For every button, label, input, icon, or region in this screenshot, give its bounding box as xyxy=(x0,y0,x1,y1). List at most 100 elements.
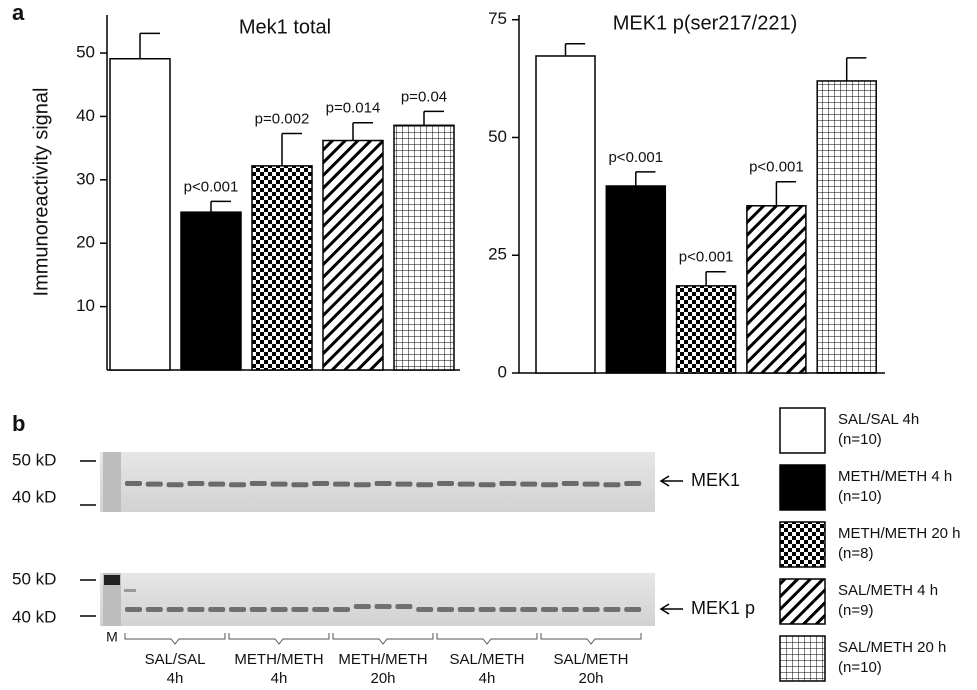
group-bracket xyxy=(125,633,225,644)
group-bracket xyxy=(437,633,537,644)
western-blot: 50 kD 40 kD 50 kD 40 kD M MEK1 MEK1 p SA… xyxy=(12,450,755,686)
legend-count: (n=9) xyxy=(838,602,873,619)
band xyxy=(271,607,288,612)
p-value: p=0.04 xyxy=(401,88,447,105)
marker-lane-label: M xyxy=(106,629,118,645)
y-tick-label: 0 xyxy=(498,362,507,381)
y-tick-label: 25 xyxy=(488,245,507,264)
group-label: 20h xyxy=(578,670,603,687)
band xyxy=(499,481,516,486)
legend-label: SAL/SAL 4h xyxy=(838,411,919,428)
marker-lane xyxy=(103,452,121,512)
legend-swatch xyxy=(780,636,825,681)
group-label: SAL/METH xyxy=(449,651,524,668)
band xyxy=(229,482,246,487)
band xyxy=(458,607,475,612)
bar xyxy=(252,166,312,370)
band xyxy=(333,607,350,612)
band xyxy=(583,607,600,612)
band xyxy=(520,482,537,487)
band xyxy=(271,482,288,487)
band xyxy=(312,481,329,486)
group-label: 4h xyxy=(271,670,288,687)
band xyxy=(146,607,163,612)
band xyxy=(187,481,204,486)
bar xyxy=(394,125,454,370)
legend-swatch xyxy=(780,579,825,624)
band xyxy=(603,482,620,487)
band xyxy=(583,482,600,487)
band xyxy=(499,607,516,612)
legend-label: SAL/METH 4 h xyxy=(838,582,938,599)
panel-label: b xyxy=(12,411,25,436)
y-tick-label: 50 xyxy=(76,43,95,62)
legend-label: METH/METH 20 h xyxy=(838,525,961,542)
band xyxy=(395,604,412,609)
y-tick-label: 20 xyxy=(76,233,95,252)
band xyxy=(437,481,454,486)
band xyxy=(250,481,267,486)
band xyxy=(146,482,163,487)
marker-label: 50 kD xyxy=(12,569,56,588)
band-label: MEK1 xyxy=(691,470,740,490)
p-value: p<0.001 xyxy=(749,159,804,176)
band xyxy=(167,482,184,487)
band xyxy=(416,482,433,487)
y-tick-label: 75 xyxy=(488,9,507,28)
legend-count: (n=8) xyxy=(838,545,873,562)
band xyxy=(624,481,641,486)
figure: a b 50 kD 40 kD 50 kD 40 kD M MEK1 MEK1 … xyxy=(0,0,977,690)
y-axis-label: Immunoreactivity signal xyxy=(30,88,52,297)
band xyxy=(479,482,496,487)
legend-count: (n=10) xyxy=(838,488,882,505)
bar xyxy=(677,286,736,373)
panel-label: a xyxy=(12,0,25,25)
bar xyxy=(110,59,170,370)
marker-label: 40 kD xyxy=(12,607,56,626)
group-label: METH/METH xyxy=(338,651,427,668)
bar xyxy=(323,141,383,370)
chart-title: Mek1 total xyxy=(239,16,331,38)
band xyxy=(208,607,225,612)
group-bracket xyxy=(333,633,433,644)
p-value: p=0.002 xyxy=(255,111,310,128)
band xyxy=(291,607,308,612)
group-bracket xyxy=(229,633,329,644)
y-tick-label: 40 xyxy=(76,106,95,125)
blot-strip xyxy=(100,573,655,626)
band xyxy=(437,607,454,612)
band xyxy=(562,607,579,612)
group-label: SAL/SAL xyxy=(145,651,206,668)
legend-swatch xyxy=(780,408,825,453)
bar xyxy=(817,81,876,373)
band xyxy=(375,481,392,486)
legend-count: (n=10) xyxy=(838,659,882,676)
p-value: p<0.001 xyxy=(608,149,663,166)
marker-band xyxy=(104,575,120,585)
bar xyxy=(181,212,241,370)
band xyxy=(167,607,184,612)
legend-label: METH/METH 4 h xyxy=(838,468,952,485)
p-value: p<0.001 xyxy=(679,249,734,266)
band xyxy=(187,607,204,612)
p-value: p<0.001 xyxy=(184,178,239,195)
band-label: MEK1 p xyxy=(691,598,755,618)
legend-swatch xyxy=(780,522,825,567)
group-bracket xyxy=(541,633,641,644)
group-label: 4h xyxy=(479,670,496,687)
group-label: SAL/METH xyxy=(553,651,628,668)
legend-label: SAL/METH 20 h xyxy=(838,639,946,656)
bar xyxy=(747,206,806,373)
p-value: p=0.014 xyxy=(326,100,381,117)
group-label: 20h xyxy=(370,670,395,687)
band xyxy=(624,607,641,612)
band xyxy=(125,607,142,612)
bar xyxy=(606,186,665,373)
band xyxy=(562,481,579,486)
band xyxy=(395,482,412,487)
band xyxy=(354,604,371,609)
group-label: METH/METH xyxy=(234,651,323,668)
legend-swatch xyxy=(780,465,825,510)
band xyxy=(312,607,329,612)
y-tick-label: 10 xyxy=(76,296,95,315)
